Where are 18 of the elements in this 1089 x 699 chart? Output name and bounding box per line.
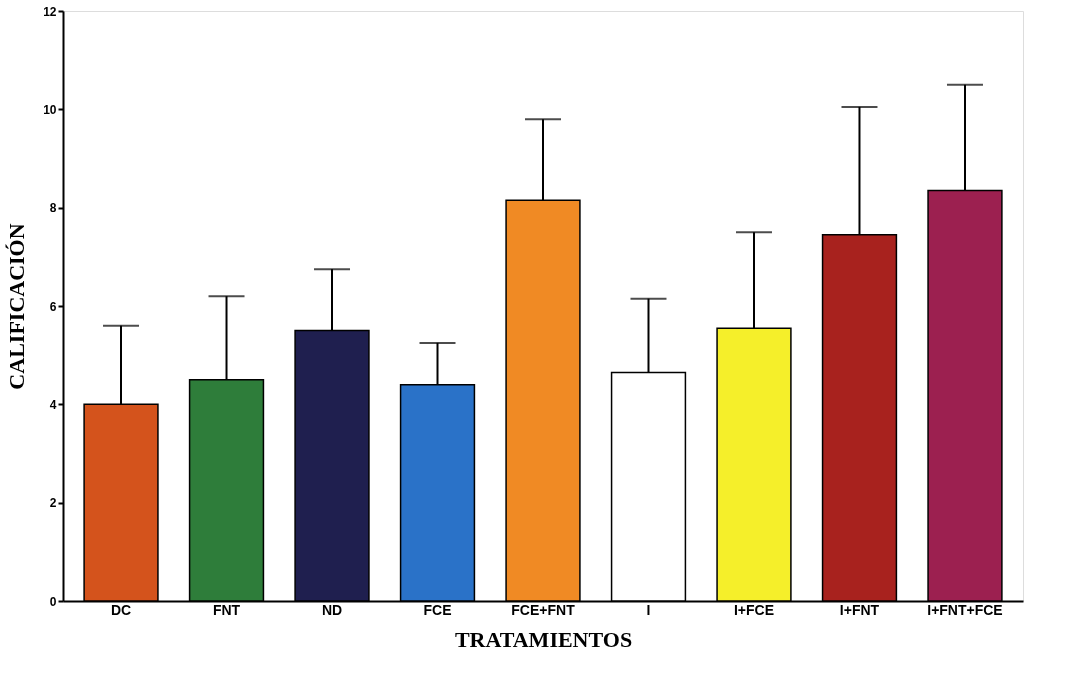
x-tick-label: FNT [212,601,241,618]
x-tick-label: I+FNT+FCE [927,601,1003,618]
y-tick-label: 4 [49,397,57,412]
x-axis-title: TRATAMIENTOS [454,626,633,652]
x-tick-label: I+FNT [839,601,880,618]
y-tick-label: 2 [49,496,57,511]
x-tick-label: FCE+FNT [511,601,576,618]
y-tick-label: 0 [49,594,57,609]
y-tick-label: 6 [49,299,57,314]
y-tick-label: 12 [43,4,57,19]
y-tick-label: 10 [43,102,57,117]
y-axis-title: CALIFICACIÓN [4,223,30,390]
x-tick-label: I [646,601,651,618]
x-tick-label: FCE [423,601,452,618]
y-tick-label: 8 [49,201,57,216]
x-tick-label: I+FCE [733,601,775,618]
x-tick-label: DC [110,601,132,618]
x-tick-label: ND [321,601,343,618]
